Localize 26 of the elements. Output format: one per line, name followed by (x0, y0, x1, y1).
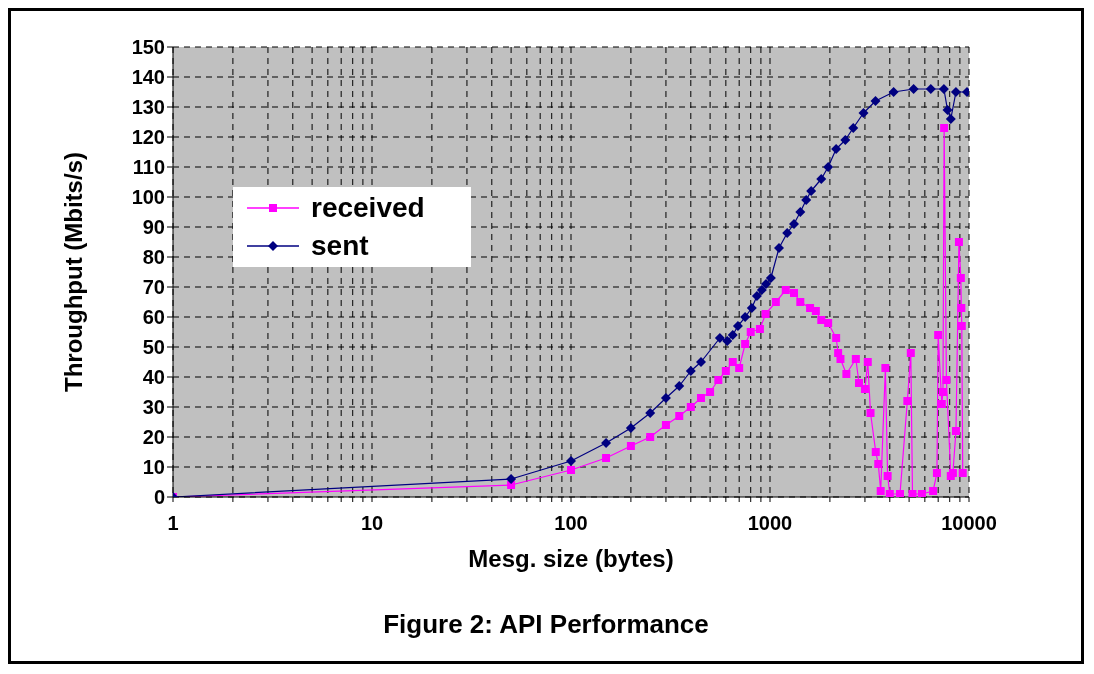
y-tick-label: 90 (142, 216, 165, 239)
text: Figure 2: API Performance (382, 609, 710, 640)
x-tick-label: 1 (167, 512, 179, 535)
y-axis-title: Throughput (Mbits/s) (59, 152, 87, 392)
y-tick-label: 10 (142, 456, 165, 479)
x-tick-label: 10 (360, 512, 384, 535)
y-tick-label: 20 (142, 426, 165, 449)
y-tick-label: 120 (131, 126, 165, 149)
x-tick-label: 10000 (941, 512, 997, 535)
legend-label: received (311, 192, 425, 224)
x-axis-title: Mesg. size (bytes) (468, 545, 674, 572)
x-tick-label: 100 (554, 512, 588, 535)
legend-label: sent (311, 230, 369, 262)
y-tick-label: 60 (142, 306, 165, 329)
y-tick-label: 100 (131, 186, 165, 209)
y-tick-label: 0 (153, 486, 165, 509)
y-tick-label: 80 (142, 246, 165, 269)
y-tick-label: 70 (142, 276, 165, 299)
y-tick-label: 30 (142, 396, 165, 419)
y-tick-label: 150 (131, 36, 165, 59)
y-tick-label: 140 (131, 66, 165, 89)
x-tick-label: 1000 (747, 512, 793, 535)
y-tick-label: 110 (132, 156, 165, 179)
y-tick-label: 130 (131, 96, 165, 119)
y-tick-label: 40 (142, 366, 165, 389)
y-tick-label: 50 (142, 336, 165, 359)
